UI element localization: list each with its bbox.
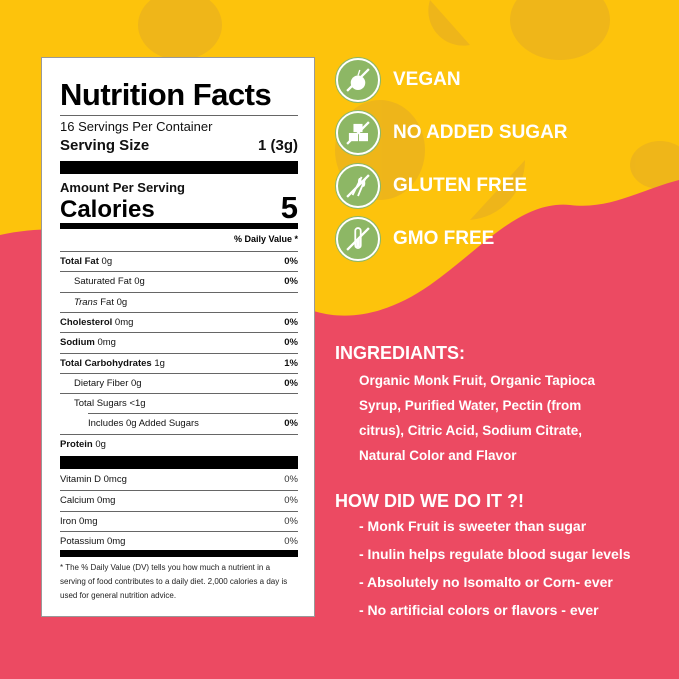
ingredients-line: Syrup, Purified Water, Pectin (from	[359, 398, 582, 413]
nutrient-dv: 1%	[284, 357, 298, 369]
nutrient-name: Trans	[74, 296, 98, 308]
nutrient-amount: Saturated Fat 0g	[74, 276, 145, 288]
nutrient-amount: 0mg	[114, 316, 134, 328]
badge-label: VEGAN	[393, 69, 461, 90]
nutrient-label: Total Carbohydrates 1g	[60, 354, 165, 373]
vitamin-label: Vitamin D 0mcg	[60, 474, 127, 485]
vitamin-label: Calcium 0mg	[60, 495, 116, 507]
servings-per-container: 16 Servings Per Container	[60, 119, 213, 134]
vitamin-label: Iron 0mg	[60, 515, 98, 527]
nutrient-amount: Total Sugars <1g	[74, 398, 146, 410]
nutrient-label: Trans Fat 0g	[60, 293, 127, 312]
badge-label: GMO FREE	[393, 228, 495, 249]
vitamin-label: Potassium 0mg	[60, 535, 126, 547]
ingredients-line: Organic Monk Fruit, Organic Tapioca	[359, 373, 596, 388]
nutrient-amount: 0g	[95, 438, 106, 450]
nutrient-amount: Includes 0g Added Sugars	[88, 418, 199, 430]
ingredients-heading: INGREDIANTS:	[335, 343, 465, 363]
no-wheat-icon	[336, 164, 380, 208]
nutrient-name: Sodium	[60, 337, 95, 349]
nutrient-row: Sodium 0mg 0%	[60, 332, 298, 352]
nutrient-dv: 0%	[284, 377, 298, 389]
serving-size-value: 1 (3g)	[257, 137, 298, 154]
nutrient-label: Protein 0g	[60, 435, 106, 454]
vitamin-row: Potassium 0mg 0%	[60, 530, 298, 551]
vitamin-row: Vitamin D 0mcg 0%	[60, 470, 298, 490]
nutrient-amount: 0g	[101, 256, 113, 267]
nutrient-label: Dietary Fiber 0g	[60, 374, 142, 393]
nutrient-name: Cholesterol	[60, 316, 113, 328]
nutrient-amount: Fat 0g	[100, 296, 128, 308]
badge-label: NO ADDED SUGAR	[393, 122, 568, 143]
amount-per-serving: Amount Per Serving	[60, 180, 185, 195]
nutrient-row: Saturated Fat 0g 0%	[60, 271, 298, 291]
how-bullet: - Absolutely no Isomalto or Corn- ever	[359, 574, 613, 590]
vitamin-dv: 0%	[284, 495, 298, 507]
nutrient-row: Total Sugars <1g	[60, 393, 298, 413]
nutrient-dv: 0%	[284, 418, 298, 430]
how-heading: HOW DID WE DO IT ?!	[335, 491, 524, 511]
daily-value-header: % Daily Value *	[233, 234, 298, 244]
nutrient-dv: 0%	[284, 276, 298, 288]
thick-divider	[60, 161, 298, 174]
nutrient-dv: 0%	[284, 316, 298, 328]
nutrient-amount: 0mg	[97, 337, 116, 349]
nutrient-name: Protein	[60, 438, 93, 450]
divider	[60, 223, 298, 229]
calories-value: 5	[280, 190, 298, 225]
nutrient-dv: 0%	[284, 256, 298, 267]
nutrient-row: Total Fat 0g 0%	[60, 251, 298, 271]
nutrient-name: Total Fat	[60, 256, 99, 267]
nutrient-row: Dietary Fiber 0g 0%	[60, 372, 298, 393]
nutrient-row: Includes 0g Added Sugars 0%	[88, 413, 298, 433]
no-test-tube-icon	[336, 217, 380, 261]
nutrient-row: Total Carbohydrates 1g 1%	[60, 352, 298, 373]
no-apple-icon	[336, 58, 380, 102]
badge-label: GLUTEN FREE	[393, 175, 528, 196]
nutrient-label: Total Fat 0g	[60, 252, 112, 271]
vitamin-dv: 0%	[284, 474, 298, 485]
thick-divider	[60, 456, 298, 469]
nutrient-amount: Dietary Fiber 0g	[74, 377, 142, 389]
vitamin-dv: 0%	[284, 515, 298, 527]
nutrient-dv: 0%	[284, 337, 298, 349]
nutrient-label: Includes 0g Added Sugars	[88, 414, 199, 433]
serving-size-label: Serving Size	[60, 137, 150, 154]
how-bullet: - Monk Fruit is sweeter than sugar	[359, 518, 587, 534]
vitamin-row: Iron 0mg 0%	[60, 510, 298, 531]
nutrition-facts-label: Nutrition Facts 16 Servings Per Containe…	[41, 57, 315, 617]
ingredients-line: Natural Color and Flavor	[359, 448, 517, 463]
nutrient-row: Trans Fat 0g	[60, 291, 298, 312]
nutrient-amount: 1g	[154, 357, 165, 369]
calories-label: Calories	[60, 196, 155, 223]
ingredients-line: citrus), Citric Acid, Sodium Citrate,	[359, 423, 583, 438]
nutrient-name: Total Carbohydrates	[60, 357, 152, 369]
nutrient-label: Total Sugars <1g	[60, 394, 146, 413]
footnote: * The % Daily Value (DV) tells you how m…	[60, 563, 288, 600]
nutrient-row: Protein 0g	[60, 433, 298, 454]
nutrient-label: Cholesterol 0mg	[60, 313, 133, 332]
nutrition-title: Nutrition Facts	[60, 77, 272, 112]
nutrient-row: Cholesterol 0mg 0%	[60, 311, 298, 332]
divider	[60, 550, 298, 557]
calories-row: Calories 5	[60, 192, 298, 224]
no-sugar-cubes-icon	[336, 111, 380, 155]
how-bullet: - No artificial colors or flavors - ever	[359, 602, 599, 618]
ingredients-list: Organic Monk Fruit, Organic Tapioca Syru…	[359, 368, 595, 468]
nutrient-label: Sodium 0mg	[60, 333, 116, 352]
serving-size: Serving Size 1 (3g)	[60, 137, 298, 155]
nutrient-label: Saturated Fat 0g	[60, 272, 145, 291]
vitamin-row: Calcium 0mg 0%	[60, 490, 298, 510]
vitamin-dv: 0%	[284, 535, 298, 547]
how-bullet: - Inulin helps regulate blood sugar leve…	[359, 546, 631, 562]
